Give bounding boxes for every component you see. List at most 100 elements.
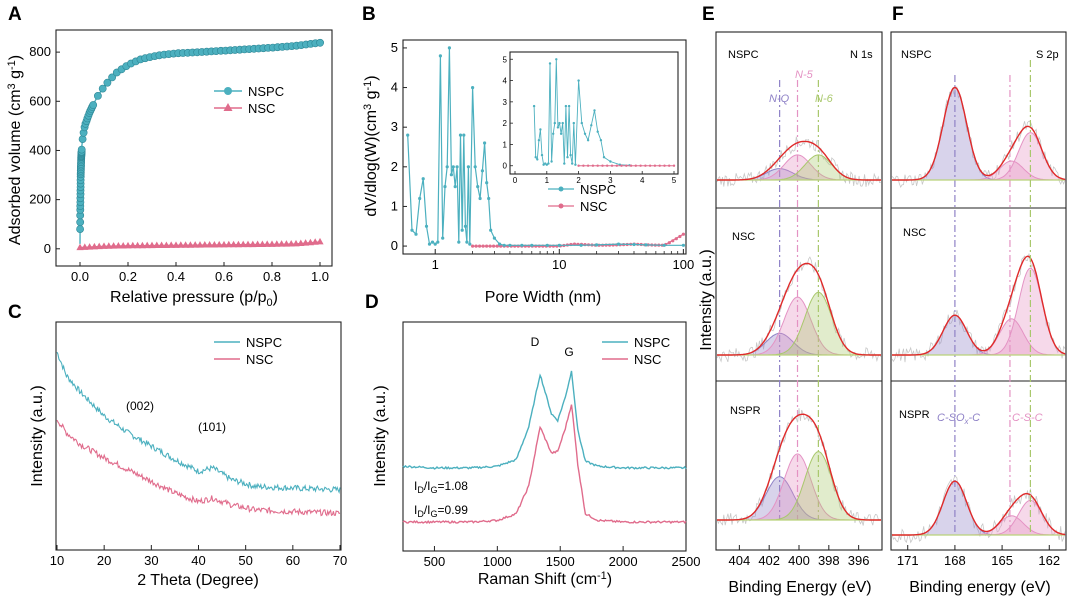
b-inset-point-nspc: [555, 58, 558, 61]
b-point-nspc: [447, 46, 451, 50]
b-inset-point-nspc: [596, 130, 599, 133]
b-point-nspc: [681, 243, 686, 247]
b-point-nspc: [632, 242, 636, 247]
panel-b-legend: NSPC NSC: [548, 182, 616, 214]
b-inset-point-nspc: [590, 124, 593, 127]
a-point-nsc: [244, 240, 252, 248]
b-point-nspc: [478, 196, 482, 201]
b-point-nspc: [418, 196, 422, 201]
legend-d-nspc-label: NSPC: [634, 335, 670, 350]
panel-b-ylabel: dV/dlog(W)(cm3 g-1): [362, 75, 380, 216]
b-inset-point-nsc: [615, 164, 618, 167]
a-point-nsc: [110, 242, 118, 249]
b-ytick-5-label: 5: [391, 40, 398, 55]
legend-nspc-marker: [224, 87, 232, 95]
a-point-nsc: [76, 243, 84, 251]
peak-label-n6: N-6: [815, 93, 834, 105]
b-point-nspc: [443, 185, 447, 189]
a-point-nsc: [143, 241, 151, 249]
panel-d-frame: [402, 321, 687, 552]
a-point-nspc: [103, 78, 112, 87]
b-inset-point-nspc: [550, 160, 553, 163]
b-inset-ytick-3-label: 3: [503, 98, 508, 107]
b-inset-point-nspc: [561, 121, 564, 125]
panel-e-xlabel: Binding Energy (eV): [728, 579, 871, 596]
b-inset-point-nsc: [668, 164, 671, 167]
panel-f-axes: 171 168 165 162: [897, 545, 1060, 568]
b-inset-point-nspc: [571, 162, 574, 165]
b-point-nspc: [421, 177, 425, 181]
panel-b-frame: [402, 39, 687, 255]
b-inset-point-nspc: [583, 132, 587, 135]
panel-a-frame: [55, 29, 333, 267]
b-point-nsc: [474, 244, 478, 248]
f-envelope-nspc: [892, 86, 1066, 181]
legend-b-nsc-label: NSC: [580, 199, 607, 214]
legend-c-nsc-label: NSC: [246, 352, 273, 367]
a-ytick-800-label: 800: [29, 44, 51, 59]
b-ytick-1-label: 1: [391, 198, 398, 213]
a-point-nsc: [254, 240, 262, 248]
legend-b-nsc-marker: [558, 203, 564, 209]
b-ytick-4-label: 4: [391, 80, 398, 95]
b-point-nspc: [424, 224, 429, 228]
b-inset-point-nsc: [582, 164, 585, 167]
panel-c-ylabel: Intensity (a.u.): [29, 385, 46, 486]
b-ytick-0-label: 0: [391, 238, 398, 253]
b-inset-point-nspc: [539, 128, 542, 131]
b-ytick-2-label: 2: [391, 159, 398, 174]
b-inset-point-nspc: [548, 62, 552, 65]
a-point-nsc: [306, 238, 314, 246]
b-inset-xtick-5-label: 5: [672, 176, 677, 185]
a-xtick-0.0-label: 0.0: [71, 269, 89, 284]
a-point-nsc: [263, 240, 271, 247]
a-ytick-600-label: 600: [29, 93, 51, 108]
b-inset-point-nspc: [547, 162, 550, 165]
a-point-nsc: [124, 241, 132, 249]
b-inset-point-nsc: [634, 164, 637, 167]
legend-d-nsc-label: NSC: [634, 352, 661, 367]
legend-c-nspc-label: NSPC: [246, 335, 282, 350]
b-inset-point-nspc: [593, 109, 596, 112]
b-point-nspc: [406, 133, 410, 137]
panel-label-e: E: [702, 4, 715, 25]
c-series-nsc: [56, 419, 341, 517]
a-point-nsc: [148, 241, 156, 249]
b-point-nspc: [465, 240, 469, 244]
b-point-nspc: [436, 240, 440, 244]
b-inset-ytick-4-label: 4: [503, 77, 508, 86]
d-xtick-1000-label: 1000: [483, 554, 512, 569]
panel-c-legend: NSPC NSC: [214, 335, 282, 367]
a-point-nsc: [158, 241, 166, 248]
a-point-nsc: [186, 241, 194, 248]
b-point-nspc: [662, 243, 666, 247]
c-series-nspc: [56, 351, 341, 495]
d-series-nspc: [402, 370, 687, 470]
legend-b-nspc-label: NSPC: [580, 182, 616, 197]
f-component-c-s-c-nsc: [892, 267, 1066, 356]
panel-c-axes: 10 20 30 40 50 60 70: [50, 545, 347, 568]
a-point-nsc: [311, 238, 319, 245]
panel-c-plot: [56, 351, 341, 517]
a-point-nspc: [98, 84, 107, 93]
panel-e-sub-nspc: NSPC: [728, 49, 759, 61]
b-inset-point-nspc: [532, 104, 536, 108]
a-point-nspc: [89, 101, 98, 109]
d-xtick-500-label: 500: [424, 554, 446, 569]
b-point-nsc: [681, 232, 686, 236]
b-inset-ytick-1-label: 1: [503, 140, 508, 149]
b-inset-point-nsc: [658, 164, 661, 167]
c-xtick-10-label: 10: [50, 553, 64, 568]
panel-a-plot: [76, 38, 324, 251]
a-point-nsc: [316, 237, 324, 245]
a-point-nsc: [182, 241, 190, 248]
panel-a-ylabel: Adsorbed volume (cm3 g-1): [6, 55, 24, 245]
a-point-nsc: [153, 241, 161, 249]
b-inset-point-nspc: [574, 163, 577, 166]
a-point-nsc: [129, 241, 137, 249]
e-xtick-396-label: 396: [848, 553, 870, 568]
a-point-nsc: [138, 241, 146, 249]
panel-f-sub-nspr: NSPR: [899, 409, 930, 421]
b-point-nspc: [468, 242, 472, 246]
b-point-nsc: [488, 244, 492, 248]
